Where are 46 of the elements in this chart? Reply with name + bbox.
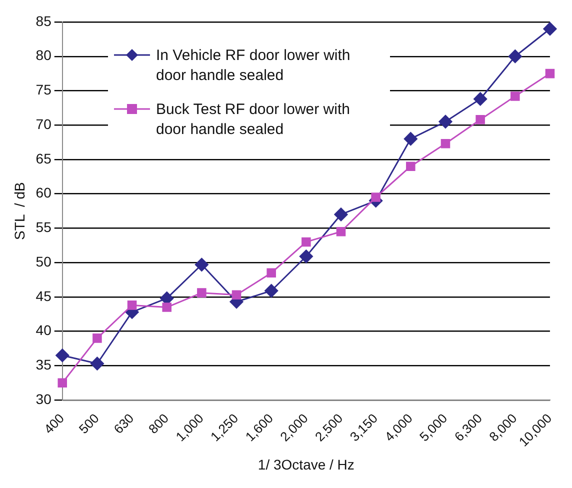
point	[56, 348, 70, 362]
y-tick-label: 50	[36, 253, 52, 270]
point	[510, 92, 520, 101]
point	[197, 288, 206, 298]
point	[371, 192, 380, 202]
point	[162, 302, 172, 312]
y-tick-label: 70	[36, 116, 52, 132]
y-tick-label: 40	[36, 322, 52, 338]
point	[336, 227, 346, 236]
y-tick-label: 65	[36, 150, 52, 166]
point	[404, 132, 418, 146]
y-tick-label: 60	[36, 184, 52, 201]
point	[127, 300, 137, 310]
x-tick-label: 630	[110, 410, 137, 437]
point	[302, 237, 311, 247]
point	[334, 208, 348, 222]
point	[476, 114, 485, 124]
legend-label: Buck Test RF door lower with door handle sealed	[156, 100, 351, 140]
point	[299, 250, 313, 264]
x-tick-label: 500	[76, 410, 102, 437]
y-tick-label: 80	[36, 47, 52, 64]
point	[266, 268, 276, 278]
point	[194, 258, 208, 272]
point	[508, 50, 522, 64]
point	[232, 290, 242, 300]
y-tick-label: 55	[36, 219, 52, 236]
y-tick-label: 45	[36, 288, 52, 304]
point	[474, 92, 488, 106]
point	[406, 162, 416, 171]
y-tick-label: 30	[36, 390, 52, 407]
y-tick-label: 35	[36, 356, 52, 373]
point	[543, 22, 557, 36]
point	[440, 139, 450, 148]
point	[264, 284, 278, 298]
x-axis-title: 1/ 3Octave / Hz	[258, 456, 354, 472]
point	[92, 334, 102, 343]
y-tick-label: 75	[36, 82, 52, 98]
y-axis-title: STL / dB	[11, 182, 28, 240]
x-tick-label: 400	[41, 410, 68, 437]
point	[58, 378, 68, 388]
point	[90, 356, 104, 370]
y-tick-label: 85	[36, 12, 52, 29]
point	[438, 114, 452, 128]
legend-label: In Vehicle RF door lower with door handle sealed	[156, 46, 352, 86]
point	[545, 68, 555, 78]
x-tick-label: 800	[146, 410, 172, 437]
